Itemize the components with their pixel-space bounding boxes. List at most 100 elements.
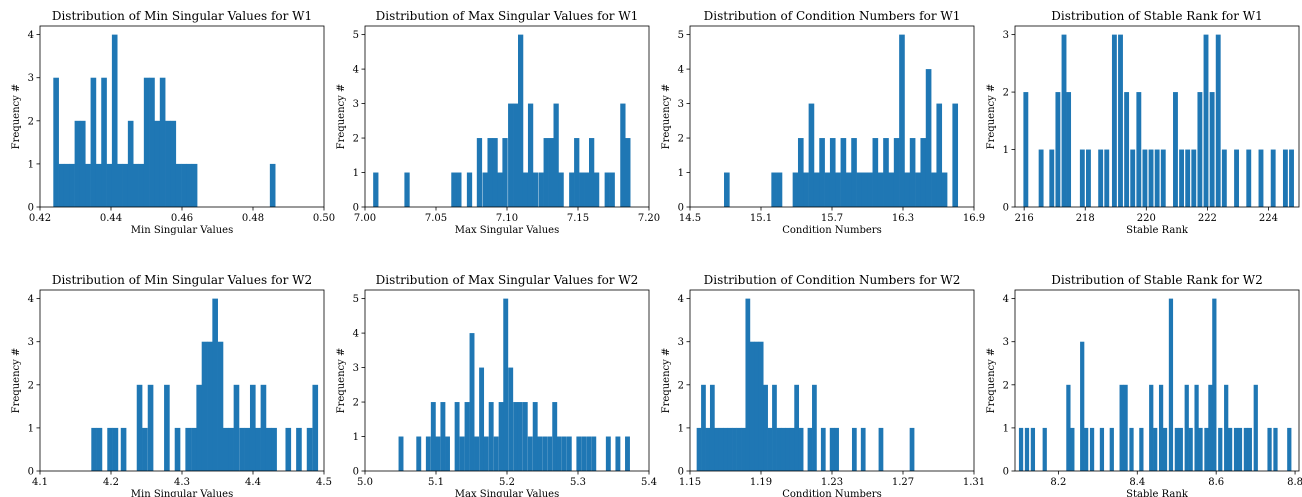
histogram-bar: [1098, 149, 1104, 207]
axes-frame: [1014, 289, 1300, 472]
histogram-bar: [474, 436, 480, 471]
histogram-bar: [625, 436, 630, 471]
histogram-bar: [445, 436, 450, 471]
x-tick-label: 7.00: [354, 213, 376, 224]
histogram-bar: [813, 172, 820, 207]
histogram-bar: [106, 163, 113, 207]
x-tick-label: 218: [1076, 213, 1095, 224]
x-tick-label: 5.3: [570, 477, 586, 488]
y-tick-label: 4: [353, 65, 359, 76]
histogram-bar: [893, 138, 900, 207]
histogram-bar: [181, 163, 187, 207]
histogram-bar: [483, 436, 489, 471]
histogram-bar: [552, 402, 558, 471]
y-tick-label: 2: [1003, 88, 1009, 99]
y-tick-label: 2: [678, 380, 684, 391]
histogram-bar: [936, 103, 943, 207]
histogram-bar: [1224, 384, 1229, 471]
histogram-bar: [724, 172, 730, 207]
histogram-bar: [812, 384, 817, 471]
histogram-bar: [1237, 427, 1243, 471]
histogram-bar: [154, 120, 161, 207]
y-tick-label: 2: [678, 134, 684, 145]
histogram-bar: [1162, 427, 1168, 471]
y-tick-label: 3: [1003, 30, 1009, 41]
y-tick-label: 0: [353, 203, 359, 214]
histogram-bar: [120, 427, 127, 471]
histogram-bar: [709, 384, 715, 471]
y-tick-label: 4: [28, 294, 34, 305]
histogram-bar: [819, 138, 825, 207]
x-tick-label: 0.48: [242, 213, 264, 224]
histogram-bar: [1070, 427, 1075, 471]
x-tick-label: 5.1: [428, 477, 444, 488]
histogram-bar: [1129, 427, 1134, 471]
histogram-bar: [723, 427, 729, 471]
histogram-bar: [1109, 427, 1114, 471]
histogram-bar: [952, 103, 959, 207]
histogram-bar: [931, 172, 937, 207]
histogram-bar: [207, 341, 213, 471]
histogram-bar: [508, 367, 514, 471]
histogram-bar: [312, 384, 319, 471]
y-tick-label: 1: [1003, 423, 1009, 434]
x-tick-label: 8.6: [1208, 477, 1224, 488]
histogram-bar: [1118, 34, 1123, 208]
histogram-bar: [95, 163, 102, 207]
histogram-bar: [1079, 149, 1085, 207]
histogram-bar: [185, 427, 191, 471]
histogram-bar: [260, 384, 267, 471]
x-tick-label: 220: [1137, 213, 1156, 224]
histogram-bar: [513, 402, 519, 471]
histogram-bar: [58, 163, 65, 207]
chart-panel-8: 8.2 8.4 8.6 8.8 0 1 2 3 4 Distribution of Stable …: [986, 273, 1302, 497]
histogram-bar: [798, 427, 804, 471]
histogram-bar: [464, 402, 470, 471]
histogram-bar: [1233, 427, 1239, 471]
histogram-bar: [1104, 149, 1110, 207]
x-tick-label: 14.5: [679, 213, 701, 224]
histogram-bar: [1212, 298, 1217, 471]
histogram-bar: [909, 138, 916, 207]
chart-title: Distribution of Min Singular Values for …: [52, 9, 312, 23]
histogram-bar: [920, 138, 927, 207]
histogram-bar: [85, 163, 91, 207]
x-tick-label: 0.44: [100, 213, 122, 224]
histogram-bar: [1139, 427, 1144, 471]
histogram-bar: [63, 163, 70, 207]
histogram-bar: [1158, 384, 1164, 471]
chart-panel-5: 4.1 4.2 4.3 4.4 4.5 0 1 2 3 4 Distribution of Min …: [11, 273, 332, 497]
histogram-bar: [1055, 92, 1061, 207]
histogram-bar: [696, 427, 702, 471]
histogram-bar: [306, 427, 313, 471]
histogram-bar: [745, 298, 751, 471]
chart-title: Distribution of Condition Numbers for W1: [704, 9, 961, 23]
histogram-bar: [425, 436, 431, 471]
histogram-bar: [1204, 427, 1209, 471]
histogram-bar: [834, 427, 839, 471]
chart-title: Distribution of Max Singular Values for …: [376, 9, 639, 23]
histogram-bar: [74, 120, 81, 207]
histogram-bar: [482, 172, 488, 207]
histogram-bar: [620, 103, 626, 207]
histogram-bar: [763, 384, 768, 471]
x-tick-label: 4.1: [32, 477, 48, 488]
chart-panel-3: 14.5 15.1 15.7 16.3 16.9 0 1 2 3 4 5 Distribution o…: [661, 9, 985, 236]
y-tick-label: 1: [28, 159, 34, 170]
x-tick-label: 216: [1015, 213, 1034, 224]
chart-panel-7: 1.15 1.19 1.23 1.27 1.31 0 1 2 3 4 Distribution of…: [661, 273, 985, 497]
histogram-bar: [794, 384, 800, 471]
histogram-bar: [136, 384, 143, 471]
x-axis-label: Max Singular Values: [455, 225, 559, 236]
histogram-bar: [133, 163, 139, 207]
x-axis-label: Min Singular Values: [131, 489, 233, 497]
histogram-bar: [107, 427, 113, 471]
x-tick-label: 7.15: [567, 213, 589, 224]
histogram-bar: [861, 172, 868, 207]
histogram-bar: [1179, 149, 1185, 207]
histogram-bar: [776, 172, 783, 207]
histogram-bar: [1018, 427, 1024, 471]
y-tick-label: 2: [28, 380, 34, 391]
y-tick-label: 5: [353, 294, 359, 305]
histogram-bar: [1203, 34, 1209, 208]
